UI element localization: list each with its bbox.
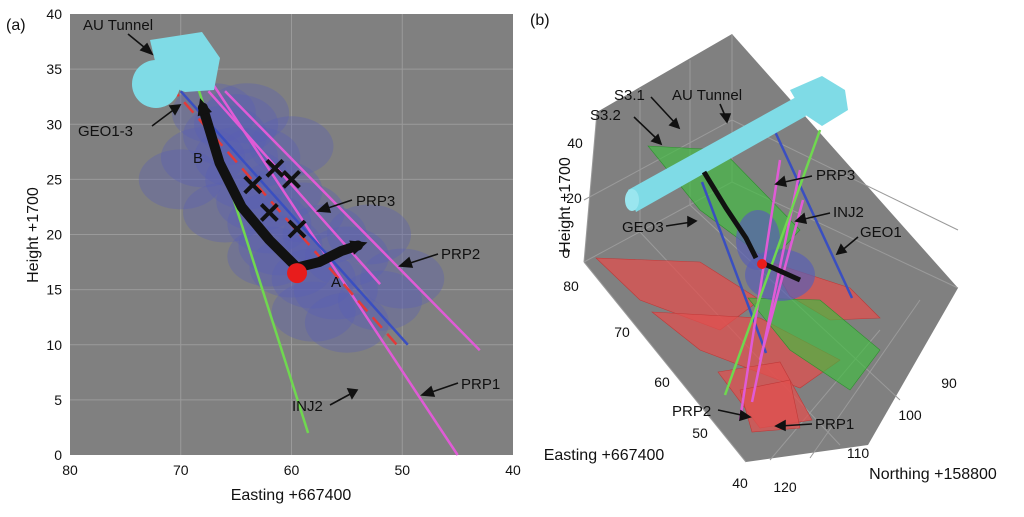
tick-easting-80: 80 — [563, 278, 579, 294]
x-axis-label-a: Easting +667400 — [231, 487, 352, 504]
cross-marker — [265, 158, 285, 178]
cross-marker — [287, 219, 307, 239]
cloud-blob — [271, 281, 356, 342]
tick-label-x: 70 — [173, 462, 189, 478]
tick-easting-40: 40 — [732, 475, 748, 491]
tick-label-x: 50 — [394, 462, 410, 478]
cross-marker — [243, 175, 263, 195]
cloud-blob — [304, 292, 389, 353]
borehole-lines-b — [700, 124, 854, 421]
cloud-blob — [138, 149, 223, 210]
annotation-inj2-a: INJ2 — [292, 398, 323, 415]
tick-height-40: 40 — [567, 135, 583, 151]
annotation-geo3: GEO3 — [622, 219, 664, 236]
panel-a: 80 70 60 50 40 0 5 10 15 20 25 30 35 40 (a) AU Tunnel… — [6, 6, 521, 504]
borehole-line-prp1 — [212, 84, 459, 456]
annotation-s3-2: S3.2 — [590, 107, 621, 124]
annotation-geo1: GEO1 — [860, 224, 902, 241]
panel-b: 40 20 0 80 70 60 50 40 90 100 110 120 (b… — [530, 12, 997, 495]
annotation-geo1-3: GEO1-3 — [78, 123, 133, 140]
x-axis-label-b: Easting +667400 — [544, 447, 665, 464]
tick-northing-100: 100 — [898, 407, 922, 423]
borehole-line-geo — [179, 90, 409, 346]
ticks-b: 40 20 0 80 70 60 50 40 90 100 110 120 — [562, 135, 957, 495]
tick-height-0: 0 — [562, 245, 570, 261]
path-arrowhead-a — [349, 240, 368, 255]
injection-point-marker — [287, 263, 308, 284]
tick-northing-120: 120 — [773, 479, 797, 495]
path-arrowhead-b — [197, 98, 212, 117]
annotation-prp3-b: PRP3 — [816, 167, 855, 184]
tick-label-y: 35 — [46, 61, 62, 77]
cross-marker — [282, 169, 301, 189]
au-tunnel-3d — [625, 76, 848, 212]
tick-easting-50: 50 — [692, 425, 708, 441]
annotation-arrows-b — [633, 96, 859, 432]
stimulation-path — [197, 102, 363, 273]
cloud-blob — [171, 83, 256, 144]
z-axis-label-b: Northing +158800 — [869, 466, 997, 483]
tick-easting-60: 60 — [654, 374, 670, 390]
panel-a-label: (a) — [6, 17, 26, 34]
tick-label-x: 60 — [284, 462, 300, 478]
annotation-s3-1: S3.1 — [614, 87, 645, 104]
y-axis-label-b: Height +1700 — [557, 157, 574, 253]
tick-label-x: 80 — [62, 462, 78, 478]
stimulation-path-b — [701, 170, 802, 283]
tick-label-y: 30 — [46, 116, 62, 132]
fracture-crosses — [243, 158, 307, 239]
cloud-blob — [238, 160, 323, 221]
annotation-arrows-a — [127, 33, 459, 406]
tick-northing-110: 110 — [847, 445, 870, 461]
annotation-a: A — [331, 274, 341, 291]
tick-label-y: 10 — [46, 337, 62, 353]
au-tunnel-shape — [132, 32, 220, 108]
cross-marker — [259, 203, 279, 222]
tick-label-y: 5 — [54, 392, 62, 408]
tick-height-20: 20 — [566, 190, 582, 206]
y-axis-label-a: Height +1700 — [25, 187, 42, 283]
annotation-prp1-b: PRP1 — [815, 416, 854, 433]
borehole-line-prp2 — [224, 90, 481, 352]
annotation-prp1-a: PRP1 — [461, 376, 500, 393]
tick-label-y: 0 — [54, 447, 62, 463]
annotation-prp2-b: PRP2 — [672, 403, 711, 420]
injection-point — [287, 263, 308, 284]
tick-label-y: 15 — [46, 282, 62, 298]
tick-label-y: 20 — [46, 227, 62, 243]
cloud-blob — [260, 182, 345, 243]
tick-label-x: 40 — [505, 462, 521, 478]
panel-b-label: (b) — [530, 12, 550, 29]
cloud-blob — [338, 270, 423, 331]
annotation-au-tunnel-b: AU Tunnel — [672, 87, 742, 104]
annotation-au-tunnel-a: AU Tunnel — [83, 17, 153, 34]
tick-easting-70: 70 — [614, 324, 630, 340]
ticks-a: 80 70 60 50 40 0 5 10 15 20 25 30 35 40 — [46, 6, 521, 478]
stimulation-path-a — [197, 98, 368, 273]
annotation-b: B — [193, 150, 203, 167]
annotation-prp2-a: PRP2 — [441, 246, 480, 263]
tick-label-y: 40 — [46, 6, 62, 22]
cloud-blob — [183, 182, 268, 243]
cloud-blob — [293, 259, 378, 320]
tick-northing-90: 90 — [941, 375, 957, 391]
tick-label-y: 25 — [46, 171, 62, 187]
tunnel-end — [132, 60, 180, 108]
annotation-prp3-a: PRP3 — [356, 193, 395, 210]
annotation-inj2-b: INJ2 — [833, 204, 864, 221]
